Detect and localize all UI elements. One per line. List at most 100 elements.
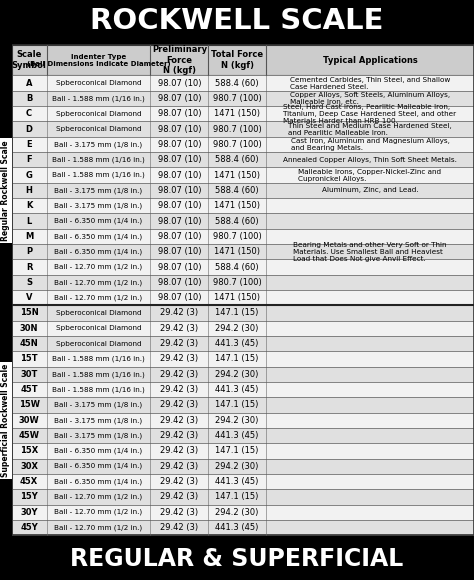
Text: 29.42 (3): 29.42 (3)	[160, 324, 199, 333]
Bar	[12, 244, 474, 259]
Text: 98.07 (10): 98.07 (10)	[158, 186, 201, 195]
Text: Ball - 12.70 mm (1/2 in.): Ball - 12.70 mm (1/2 in.)	[55, 295, 143, 301]
Text: Ball - 6.350 mm (1/4 in.): Ball - 6.350 mm (1/4 in.)	[55, 233, 143, 240]
Text: 147.1 (15): 147.1 (15)	[216, 354, 259, 364]
Text: 30W: 30W	[19, 416, 39, 425]
Text: Ball - 3.175 mm (1/8 in.): Ball - 3.175 mm (1/8 in.)	[55, 417, 143, 423]
Text: Ball - 1.588 mm (1/16 in.): Ball - 1.588 mm (1/16 in.)	[52, 386, 145, 393]
Text: Indenter Type
(Ball Dimensions Indicate Diameter): Indenter Type (Ball Dimensions Indicate …	[27, 53, 170, 67]
Text: Ball - 6.350 mm (1/4 in.): Ball - 6.350 mm (1/4 in.)	[55, 478, 143, 485]
Text: 98.07 (10): 98.07 (10)	[158, 140, 201, 149]
Text: Ball - 12.70 mm (1/2 in.): Ball - 12.70 mm (1/2 in.)	[55, 494, 143, 500]
Bar	[12, 351, 474, 367]
Text: 29.42 (3): 29.42 (3)	[160, 447, 199, 455]
Text: Ball - 3.175 mm (1/8 in.): Ball - 3.175 mm (1/8 in.)	[55, 141, 143, 148]
Text: Spberoconical Diamond: Spberoconical Diamond	[55, 126, 141, 132]
Text: Ball - 6.350 mm (1/4 in.): Ball - 6.350 mm (1/4 in.)	[55, 463, 143, 469]
Text: Malleable Irons, Copper-Nickel-Zinc and
Cupronickel Alloys.: Malleable Irons, Copper-Nickel-Zinc and …	[299, 169, 442, 182]
Bar	[12, 290, 474, 305]
Text: Ball - 3.175 mm (1/8 in.): Ball - 3.175 mm (1/8 in.)	[55, 187, 143, 194]
Text: Preliminary
Force
N (kgf): Preliminary Force N (kgf)	[152, 45, 207, 75]
Text: P: P	[26, 247, 32, 256]
Text: Ball - 1.588 mm (1/16 in.): Ball - 1.588 mm (1/16 in.)	[52, 371, 145, 378]
Text: 29.42 (3): 29.42 (3)	[160, 492, 199, 501]
Text: 294.2 (30): 294.2 (30)	[216, 508, 259, 517]
Bar	[12, 106, 474, 121]
Text: Ball - 12.70 mm (1/2 in.): Ball - 12.70 mm (1/2 in.)	[55, 509, 143, 516]
Text: 1471 (150): 1471 (150)	[214, 247, 260, 256]
Text: 98.07 (10): 98.07 (10)	[158, 216, 201, 226]
Text: 45N: 45N	[20, 339, 38, 348]
Text: Ball - 12.70 mm (1/2 in.): Ball - 12.70 mm (1/2 in.)	[55, 279, 143, 285]
Text: Ball - 3.175 mm (1/8 in.): Ball - 3.175 mm (1/8 in.)	[55, 432, 143, 439]
Text: Cast Iron, Aluminum and Magnesium Alloys,
and Bearing Metals.: Cast Iron, Aluminum and Magnesium Alloys…	[291, 138, 449, 151]
Text: 98.07 (10): 98.07 (10)	[158, 171, 201, 180]
Text: Spberoconical Diamond: Spberoconical Diamond	[55, 111, 141, 117]
Text: 1471 (150): 1471 (150)	[214, 109, 260, 118]
Text: 45Y: 45Y	[20, 523, 38, 532]
Text: ROCKWELL SCALE: ROCKWELL SCALE	[90, 7, 384, 35]
Text: 29.42 (3): 29.42 (3)	[160, 400, 199, 409]
Text: 588.4 (60): 588.4 (60)	[215, 155, 259, 164]
Text: G: G	[26, 171, 33, 180]
Bar	[12, 382, 474, 397]
Text: 15X: 15X	[20, 447, 38, 455]
Bar	[12, 213, 474, 229]
Text: 980.7 (100): 980.7 (100)	[213, 94, 262, 103]
Text: 15W: 15W	[18, 400, 40, 409]
Text: 294.2 (30): 294.2 (30)	[216, 416, 259, 425]
Bar	[12, 412, 474, 428]
Bar	[12, 137, 474, 152]
Text: 441.3 (45): 441.3 (45)	[216, 477, 259, 486]
Text: 29.42 (3): 29.42 (3)	[160, 370, 199, 379]
Text: 1471 (150): 1471 (150)	[214, 293, 260, 302]
Text: 980.7 (100): 980.7 (100)	[213, 140, 262, 149]
Bar	[12, 168, 474, 183]
Bar	[12, 443, 474, 459]
Text: 441.3 (45): 441.3 (45)	[216, 431, 259, 440]
Text: 45X: 45X	[20, 477, 38, 486]
Bar	[12, 305, 474, 321]
Bar	[12, 75, 474, 91]
Text: F: F	[27, 155, 32, 164]
Text: Ball - 1.588 mm (1/16 in.): Ball - 1.588 mm (1/16 in.)	[52, 356, 145, 362]
Text: Ball - 6.350 mm (1/4 in.): Ball - 6.350 mm (1/4 in.)	[55, 448, 143, 454]
Text: 588.4 (60): 588.4 (60)	[215, 216, 259, 226]
Text: Bearing Metals and other Very Soft or Thin
Materials. Use Smallest Ball and Heav: Bearing Metals and other Very Soft or Th…	[293, 242, 447, 262]
Text: 588.4 (60): 588.4 (60)	[215, 263, 259, 271]
Text: Annealed Copper Alloys, Thin Soft Sheet Metals.: Annealed Copper Alloys, Thin Soft Sheet …	[283, 157, 457, 163]
Text: 98.07 (10): 98.07 (10)	[158, 155, 201, 164]
Text: Spberoconical Diamond: Spberoconical Diamond	[55, 340, 141, 347]
Text: 98.07 (10): 98.07 (10)	[158, 263, 201, 271]
Text: 29.42 (3): 29.42 (3)	[160, 385, 199, 394]
Text: Ball - 1.588 mm (1/16 in.): Ball - 1.588 mm (1/16 in.)	[52, 172, 145, 178]
Text: 15N: 15N	[20, 309, 38, 317]
Text: 30X: 30X	[20, 462, 38, 471]
Text: 15Y: 15Y	[20, 492, 38, 501]
Text: 29.42 (3): 29.42 (3)	[160, 462, 199, 471]
Text: H: H	[26, 186, 33, 195]
Text: 98.07 (10): 98.07 (10)	[158, 278, 201, 287]
Bar	[12, 198, 474, 213]
Text: Copper Alloys, Soft Steels, Aluminum Alloys,
Malleable Iron, etc.: Copper Alloys, Soft Steels, Aluminum All…	[290, 92, 450, 105]
Text: Steel, Hard Cast Irons, Pearlitic Malleable Iron,
Titanium, Deep Case Hardened S: Steel, Hard Cast Irons, Pearlitic Mallea…	[283, 104, 456, 124]
Text: Superficial Rockwell Scale: Superficial Rockwell Scale	[1, 364, 10, 477]
Text: 29.42 (3): 29.42 (3)	[160, 309, 199, 317]
Text: Regular Rockwell Scale: Regular Rockwell Scale	[1, 140, 10, 241]
Text: 980.7 (100): 980.7 (100)	[213, 232, 262, 241]
Text: Typical Applications: Typical Applications	[323, 56, 418, 64]
Text: 98.07 (10): 98.07 (10)	[158, 79, 201, 88]
Bar	[12, 459, 474, 474]
Text: 45W: 45W	[18, 431, 40, 440]
Bar	[12, 474, 474, 489]
Text: 29.42 (3): 29.42 (3)	[160, 523, 199, 532]
Text: Ball - 1.588 mm (1/16 in.): Ball - 1.588 mm (1/16 in.)	[52, 157, 145, 163]
Text: 98.07 (10): 98.07 (10)	[158, 247, 201, 256]
Text: 441.3 (45): 441.3 (45)	[216, 385, 259, 394]
Text: A: A	[26, 79, 32, 88]
Text: Ball - 3.175 mm (1/8 in.): Ball - 3.175 mm (1/8 in.)	[55, 202, 143, 209]
Text: 15T: 15T	[20, 354, 38, 364]
Bar	[12, 367, 474, 382]
Text: Cemented Carbides, Thin Steel, and Shallow
Case Hardened Steel.: Cemented Carbides, Thin Steel, and Shall…	[290, 77, 450, 90]
Text: 588.4 (60): 588.4 (60)	[215, 186, 259, 195]
